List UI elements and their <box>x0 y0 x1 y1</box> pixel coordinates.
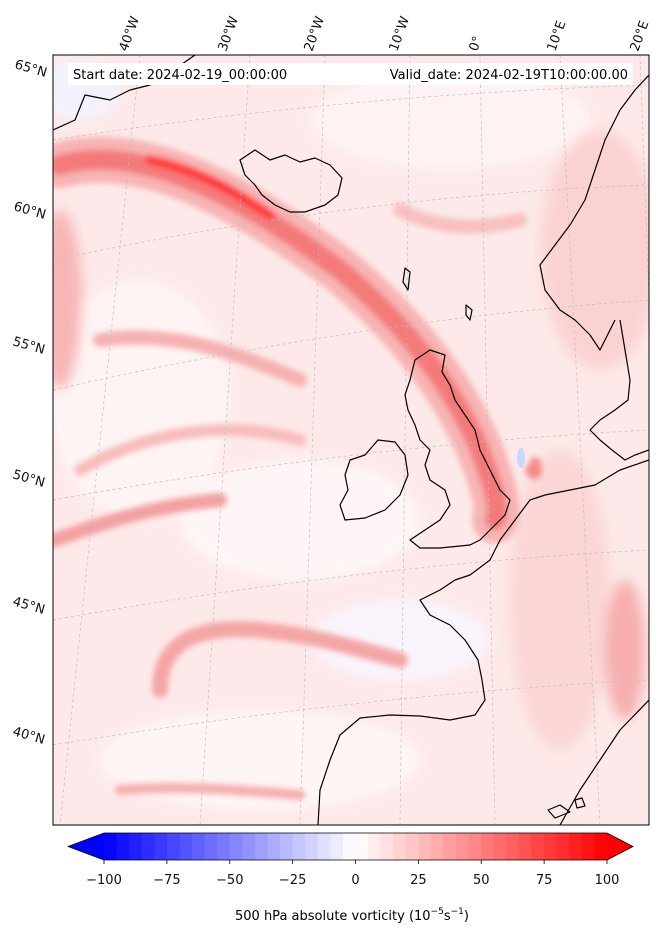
colorbar-tick-label: −25 <box>279 873 306 888</box>
longitude-labels: 40°W 30°W 20°W 10°W 0° 10°E 20°E <box>117 14 653 53</box>
colorbar-band <box>456 833 469 860</box>
lat-label: 45°N <box>11 594 47 617</box>
colorbar-band <box>317 833 331 860</box>
colorbar-band <box>192 833 205 860</box>
colorbar-tick-label: −50 <box>216 873 243 888</box>
colorbar-band <box>531 833 545 860</box>
colorbar-label: 500 hPa absolute vorticity (10−5s−1) <box>235 907 469 924</box>
colorbar-band <box>166 833 180 860</box>
lon-label: 10°W <box>387 14 413 53</box>
date-strip <box>68 63 633 85</box>
colorbar-band <box>104 833 117 860</box>
lon-label: 20°E <box>628 19 653 54</box>
colorbar-band <box>204 833 218 860</box>
colorbar-band <box>292 833 306 860</box>
lon-label: 0° <box>467 34 486 53</box>
colorbar-tick-label: −100 <box>86 873 122 888</box>
colorbar-band <box>355 833 369 860</box>
colorbar-tick-label: 100 <box>595 873 620 888</box>
lat-label: 50°N <box>11 467 47 490</box>
iceland <box>239 149 343 213</box>
colorbar-tick-label: 75 <box>536 873 553 888</box>
colorbar-band <box>154 833 168 860</box>
continental-coast <box>317 459 649 825</box>
coastlines <box>53 55 649 825</box>
colorbar-band <box>380 833 394 860</box>
colorbar-band <box>481 833 495 860</box>
colorbar-band <box>569 833 583 860</box>
colorbar-band <box>179 833 193 860</box>
lon-label: 10°E <box>545 19 570 54</box>
lat-label: 40°N <box>11 724 47 747</box>
colorbar-band <box>544 833 558 860</box>
lat-label: 65°N <box>13 57 49 80</box>
colorbar-band <box>141 833 155 860</box>
colorbar-extend-high <box>607 833 633 860</box>
colorbar-band <box>493 833 507 860</box>
colorbar-band <box>254 833 268 860</box>
great-britain <box>404 349 511 549</box>
colorbar-ticks: −100 −75 −50 −25 0 25 50 75 100 <box>86 860 619 888</box>
colorbar-band <box>518 833 532 860</box>
colorbar-band <box>129 833 143 860</box>
colorbar-band <box>280 833 293 860</box>
lat-label: 55°N <box>11 334 47 357</box>
colorbar-tick-label: 0 <box>351 873 359 888</box>
colorbar-band <box>368 833 381 860</box>
colorbar-band <box>443 833 457 860</box>
latitude-labels: 65°N 60°N 55°N 50°N 45°N 40°N <box>11 57 49 747</box>
vorticity-field <box>53 55 649 825</box>
colorbar-bands <box>104 833 608 860</box>
colorbar-band <box>116 833 130 860</box>
lon-label: 40°W <box>117 14 143 53</box>
graticule <box>53 55 649 825</box>
colorbar-tick-label: 50 <box>473 873 490 888</box>
colorbar-band <box>330 833 344 860</box>
map-frame <box>52 54 650 826</box>
colorbar-band <box>581 833 595 860</box>
colorbar-band <box>468 833 482 860</box>
colorbar-extend-low <box>68 833 104 860</box>
lat-label: 60°N <box>12 199 48 222</box>
colorbar-band <box>556 833 570 860</box>
colorbar-band <box>393 833 407 860</box>
colorbar-band <box>342 833 356 860</box>
valid-date-label: Valid_date: 2024-02-19T10:00:00.00 <box>390 68 628 83</box>
colorbar-band <box>506 833 520 860</box>
colorbar-tick-label: 25 <box>410 873 427 888</box>
colorbar-band <box>305 833 319 860</box>
lon-label: 20°W <box>302 14 328 53</box>
start-date-label: Start date: 2024-02-19_00:00:00 <box>73 68 287 83</box>
colorbar-band <box>217 833 231 860</box>
colorbar-band <box>430 833 444 860</box>
colorbar-band <box>229 833 243 860</box>
colorbar-band <box>418 833 432 860</box>
colorbar-band <box>594 833 608 860</box>
norway-coast <box>539 74 649 351</box>
colorbar: −100 −75 −50 −25 0 25 50 75 100 500 hPa absolute… <box>66 832 634 924</box>
lon-label: 30°W <box>216 14 242 53</box>
ireland <box>339 439 409 521</box>
colorbar-band <box>242 833 256 860</box>
colorbar-band <box>267 833 281 860</box>
colorbar-tick-label: −75 <box>153 873 180 888</box>
colorbar-band <box>405 833 419 860</box>
